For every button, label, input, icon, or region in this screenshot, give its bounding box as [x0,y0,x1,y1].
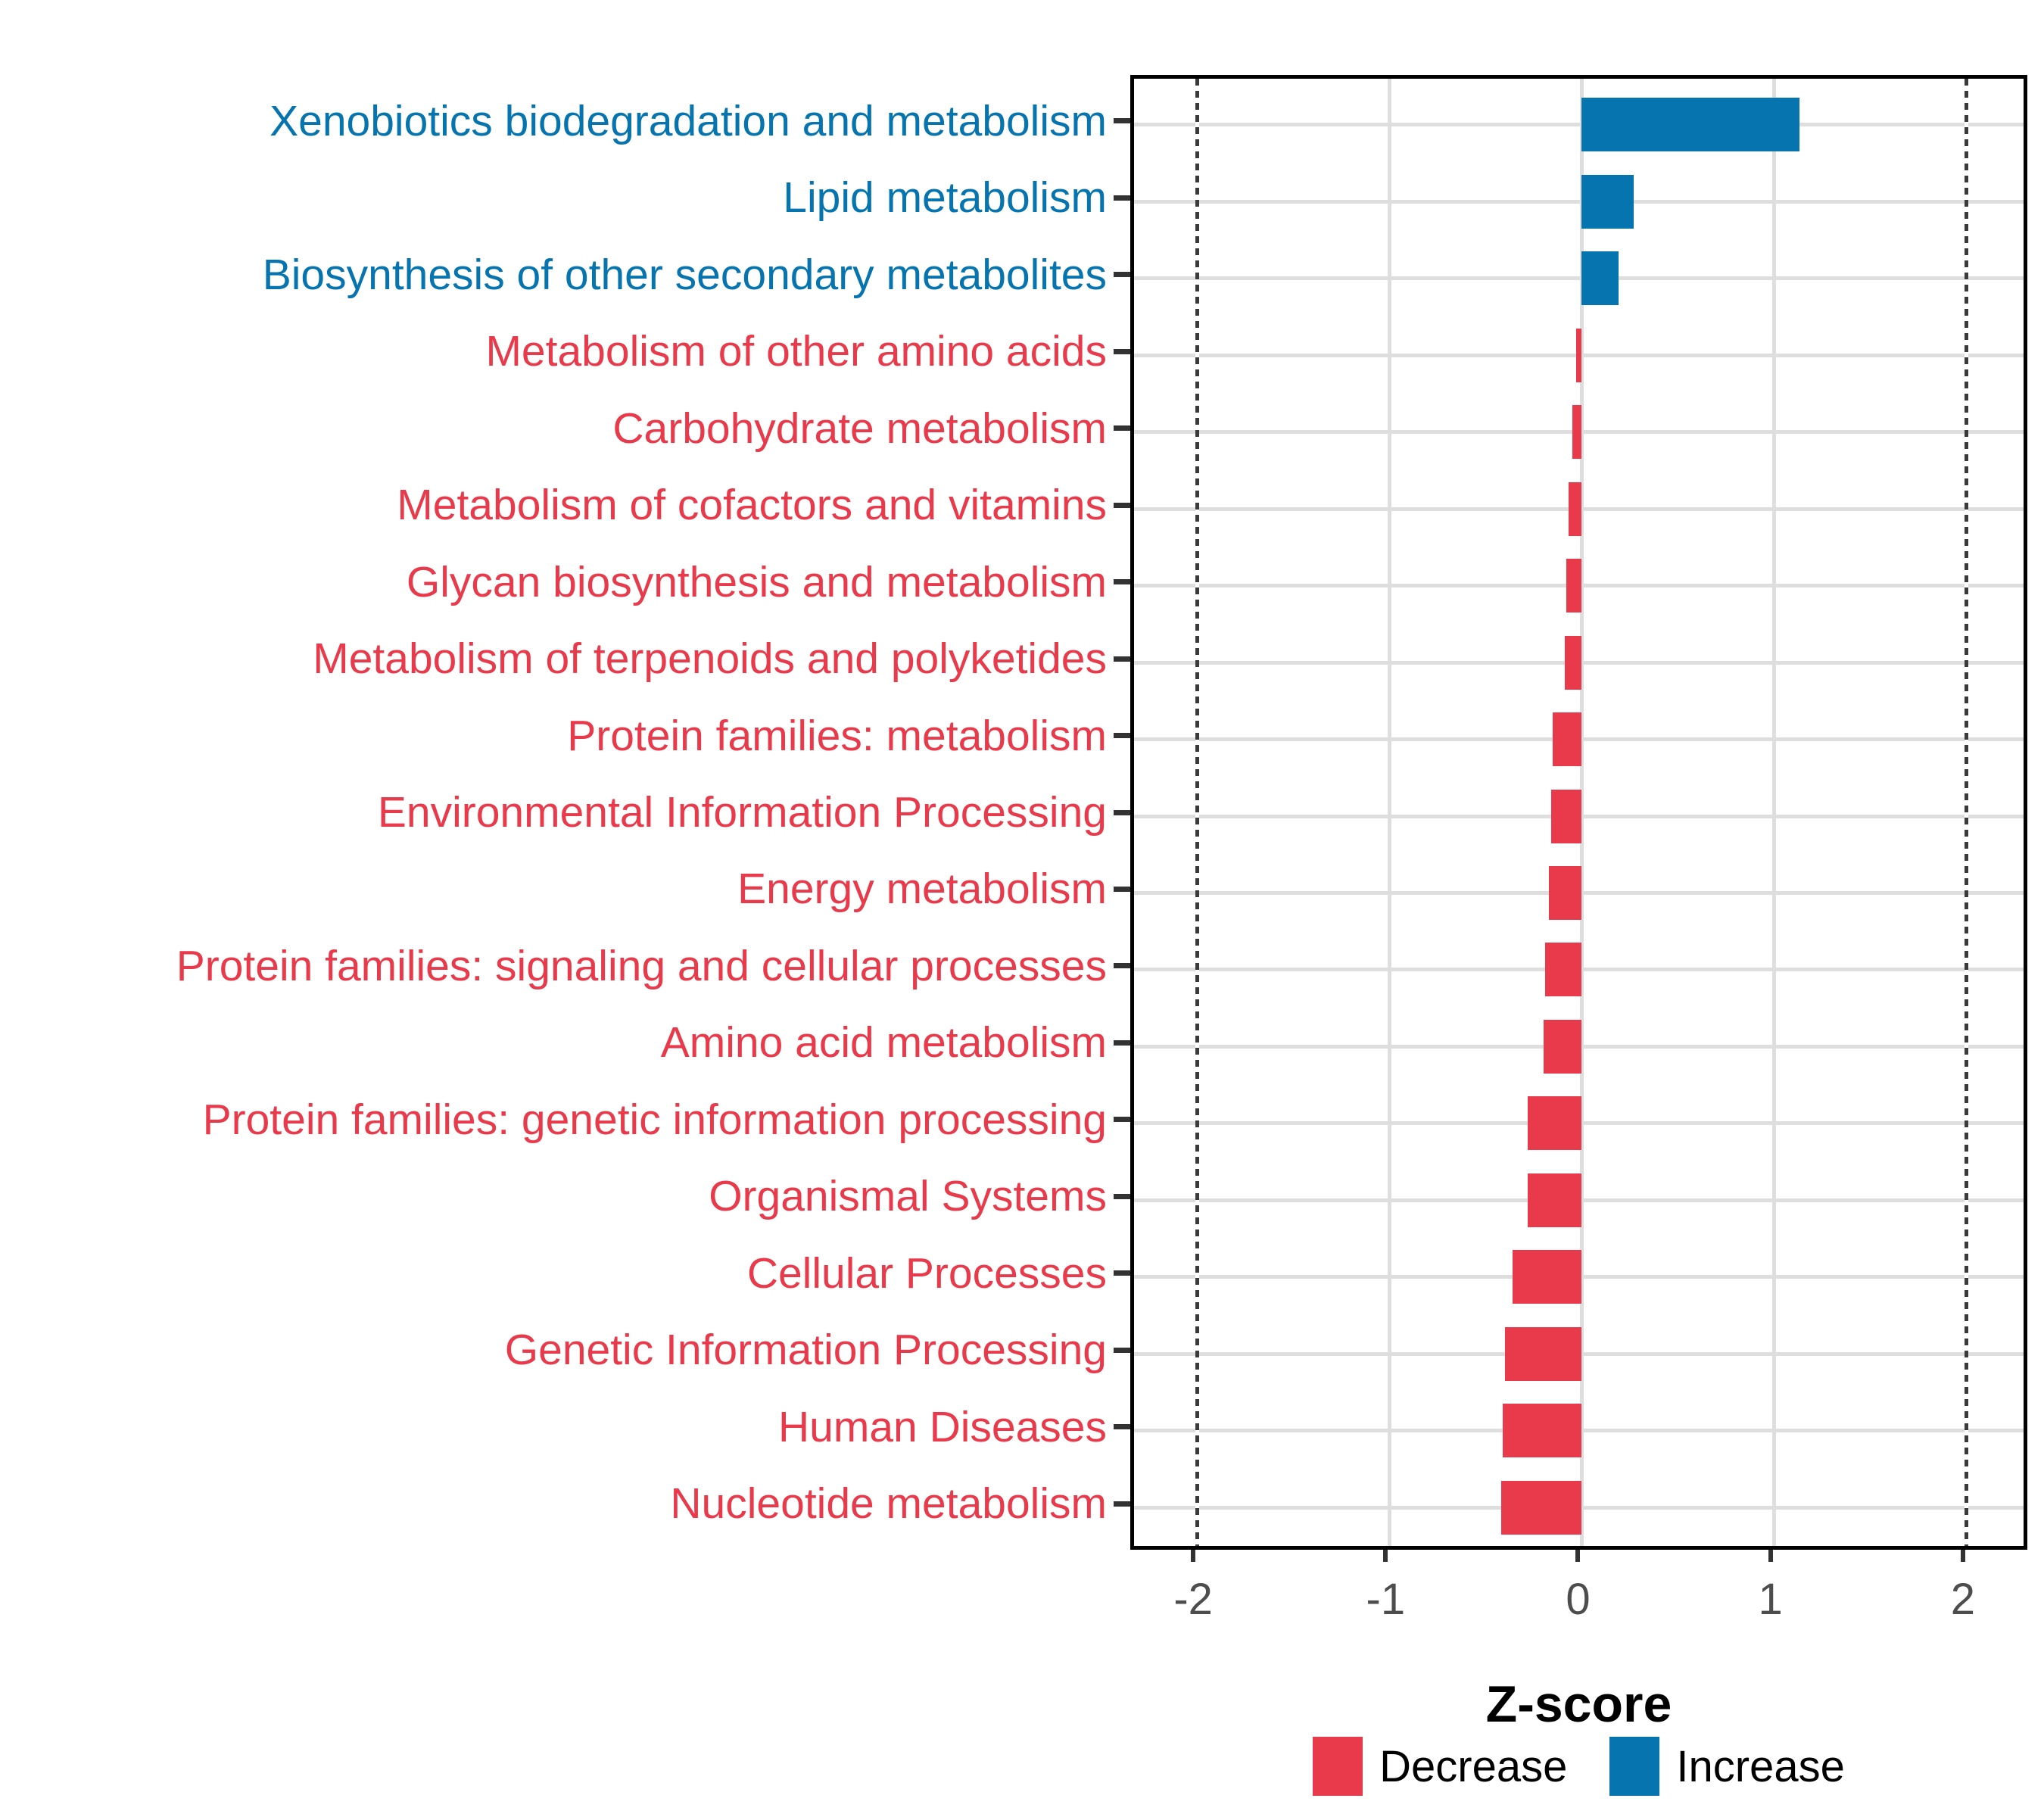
bar [1545,943,1582,997]
y-tick-mark [1114,1270,1130,1276]
y-tick-mark [1114,886,1130,892]
category-label: Biosynthesis of other secondary metaboli… [262,250,1107,299]
y-tick-mark [1114,1424,1130,1430]
x-tick-mark [1768,1550,1773,1562]
h-gridline [1134,123,2024,127]
v-gridline [1387,79,1391,1546]
category-label: Carbohydrate metabolism [612,404,1107,453]
y-tick-mark [1114,733,1130,739]
y-tick-mark [1114,1039,1130,1046]
x-tick-mark [1383,1550,1388,1562]
bar [1564,635,1582,690]
legend-item-decrease: Decrease [1313,1737,1567,1796]
legend-label-decrease: Decrease [1379,1741,1568,1791]
category-label: Metabolism of cofactors and vitamins [397,481,1107,530]
y-tick-mark [1114,348,1130,354]
category-label: Genetic Information Processing [504,1326,1107,1375]
category-label: Protein families: metabolism [567,711,1107,760]
y-tick-mark [1114,502,1130,508]
category-label: Amino acid metabolism [660,1018,1107,1067]
x-tick-label: 2 [1950,1575,1975,1624]
bar [1543,1019,1582,1074]
bar [1568,482,1582,536]
x-tick-label: 0 [1566,1575,1591,1624]
x-tick-label: -2 [1173,1575,1213,1624]
category-label: Organismal Systems [709,1172,1107,1221]
y-tick-mark [1114,579,1130,585]
legend-label-increase: Increase [1676,1741,1845,1791]
y-tick-mark [1114,272,1130,278]
bar [1581,98,1799,152]
h-gridline [1134,276,2024,281]
y-tick-mark [1114,1347,1130,1353]
category-label: Environmental Information Processing [377,788,1107,837]
y-tick-mark [1114,1501,1130,1507]
bar [1566,559,1582,613]
x-tick-label: -1 [1366,1575,1406,1624]
bar [1503,1404,1582,1458]
category-label: Metabolism of terpenoids and polyketides [313,634,1107,684]
x-tick-mark [1191,1550,1196,1562]
y-tick-mark [1114,425,1130,432]
y-tick-mark [1114,118,1130,124]
bar [1581,174,1634,229]
v-gridline [1772,79,1777,1546]
y-tick-mark [1114,656,1130,662]
y-tick-mark [1114,195,1130,201]
bar [1549,865,1582,920]
bar [1528,1096,1582,1151]
bar [1500,1480,1582,1535]
legend-key-increase-swatch [1609,1737,1660,1796]
y-tick-mark [1114,1117,1130,1123]
x-tick-mark [1575,1550,1581,1562]
h-gridline [1134,199,2024,204]
bar [1581,251,1619,306]
y-tick-mark [1114,963,1130,969]
x-axis-title: Z-score [1485,1675,1672,1733]
bar [1550,789,1582,843]
x-tick-mark [1960,1550,1965,1562]
category-label: Cellular Processes [746,1248,1107,1298]
category-label: Metabolism of other amino acids [485,327,1107,376]
legend: Decrease Increase [1130,1737,2027,1796]
category-label: Human Diseases [777,1402,1107,1451]
category-label: Lipid metabolism [783,173,1107,223]
category-label: Energy metabolism [737,865,1107,914]
reference-line [1195,79,1199,1546]
category-label: Glycan biosynthesis and metabolism [406,557,1107,606]
bar [1512,1250,1582,1304]
category-label: Protein families: signaling and cellular… [176,941,1107,990]
category-label: Xenobiotics biodegradation and metabolis… [270,96,1107,145]
bar [1575,328,1582,382]
bar [1504,1326,1582,1381]
x-tick-label: 1 [1758,1575,1783,1624]
y-tick-mark [1114,1193,1130,1199]
bar [1553,712,1582,767]
category-label: Protein families: genetic information pr… [202,1095,1107,1144]
plot-panel [1130,75,2027,1550]
category-label: Nucleotide metabolism [670,1479,1107,1529]
reference-line [1965,79,1969,1546]
y-tick-mark [1114,809,1130,815]
bar [1528,1173,1582,1227]
bar [1572,405,1582,460]
v-gridline [1579,79,1584,1546]
legend-key-decrease-swatch [1313,1737,1363,1796]
legend-item-increase: Increase [1609,1737,1845,1796]
